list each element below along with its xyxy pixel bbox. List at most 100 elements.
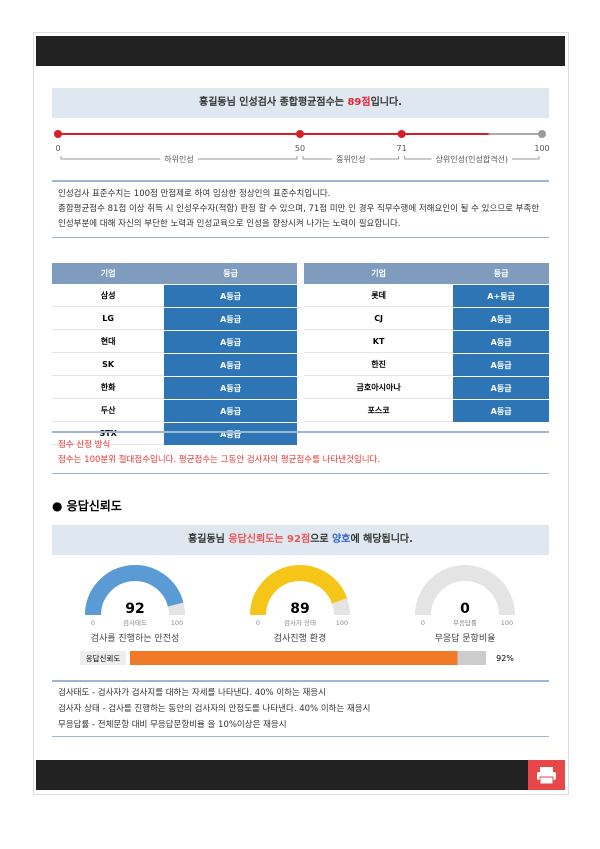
company-cell: STX	[52, 423, 165, 445]
company-cell: 롯데	[304, 285, 454, 307]
gauge-value: 0	[460, 601, 470, 617]
bar-label: 응답신뢰도	[86, 653, 121, 663]
row: SK A등급	[52, 354, 297, 376]
print-icon	[537, 767, 556, 785]
bar	[130, 651, 458, 665]
text: 응답신뢰도는 92점	[228, 534, 311, 545]
row: STX A등급	[52, 423, 297, 445]
company-cell: 현대	[52, 331, 165, 353]
grade-cell: A등급	[453, 354, 549, 376]
gauge-arc	[85, 565, 184, 616]
gauge-value: 89	[290, 601, 309, 617]
scale: 0 50 71 100 하위인성 중위인성 상위인성(인성합격선)	[54, 130, 550, 164]
header-row: 기업 등급	[304, 263, 549, 284]
header-cell: 기업	[52, 263, 165, 284]
segment-label: 중위인성	[336, 154, 365, 164]
gauge-min: 0	[91, 619, 95, 627]
text: 응답신뢰도	[66, 499, 122, 513]
grade-cell: A등급	[453, 331, 549, 353]
segment-label: 상위인성(인성합격선)	[436, 154, 508, 164]
segment-line	[60, 156, 298, 160]
segment-line	[404, 156, 540, 160]
company-cell: LG	[52, 308, 165, 330]
paragraph: 종합평균점수 81점 이상 취득 시 인성우수자(적합) 판정 할 수 있으며,…	[58, 204, 540, 229]
gauge-sub: 무응답률	[453, 619, 477, 627]
gauge-max: 100	[171, 619, 183, 627]
grade-cell: A등급	[164, 308, 297, 330]
gauge-min: 0	[421, 619, 425, 627]
row: 금호아시아나 A등급	[304, 377, 549, 399]
row: 두산 A등급	[52, 400, 297, 422]
grade-cell: A등급	[164, 423, 297, 445]
gauge-sub: 검사태도	[123, 618, 147, 627]
grade-cell: A+등급	[453, 285, 549, 307]
tick-label: 71	[397, 144, 407, 153]
line: 검사자 상태 - 검사를 진행하는 동안의 검사자의 안정도를 나타낸다. 40…	[58, 704, 371, 714]
gauge-arc	[250, 565, 348, 616]
note-text: 점수는 100분위 절대점수입니다. 평균점수는 그동안 검사자의 평균점수를 …	[58, 455, 381, 465]
section-title: ● 응답신뢰도	[52, 499, 122, 513]
text: 양호	[332, 534, 351, 545]
bar-value: 92%	[496, 654, 514, 663]
print-button[interactable]	[528, 760, 565, 790]
line: 무응답률 - 전체문항 대비 무응답문항비율 을 10%이상은 재응시	[58, 720, 287, 730]
grade-cell: A등급	[164, 285, 297, 307]
line: 검사태도 - 검사자가 검사지를 대하는 자세를 나타낸다. 40% 이하는 재…	[58, 688, 326, 698]
grade-cell: A등급	[453, 400, 549, 422]
top-bar	[36, 36, 565, 66]
notes: 검사태도 - 검사자가 검사지를 대하는 자세를 나타낸다. 40% 이하는 재…	[52, 680, 549, 737]
company-cell: SK	[52, 354, 165, 376]
company-cell: 한화	[52, 377, 165, 399]
gauge-value: 92	[125, 601, 144, 617]
text: 홍길동님	[188, 534, 225, 545]
tick-dot	[538, 130, 546, 138]
tick-label: 0	[55, 144, 60, 153]
table: 기업 등급 롯데 A+등급 CJ A등급 KT A등급 한진 A등급 금호아시아나 A등급 포스코 A등급	[304, 262, 549, 423]
company-cell: 포스코	[304, 400, 454, 422]
gauge-min: 0	[256, 619, 260, 627]
gauge-label: 무응답 문항비율	[435, 632, 496, 644]
summary: 홍길동님 인성검사 종합평균점수는 89점입니다.	[52, 88, 549, 118]
bottom-bar	[36, 760, 565, 790]
row: 포스코 A등급	[304, 400, 549, 422]
row: LG A등급	[52, 308, 297, 330]
company-cell: CJ	[304, 308, 454, 330]
grade-cell: A등급	[164, 354, 297, 376]
gauge-sub: 검사자 상태	[284, 618, 316, 627]
grade-cell: A등급	[164, 331, 297, 353]
header-cell: 기업	[304, 263, 454, 284]
reliability-summary: 홍길동님 응답신뢰도는 92점으로 양호에 해당됩니다.	[52, 525, 549, 555]
note-title: 점수 산정 방식	[58, 440, 111, 450]
company-cell: 금호아시아나	[304, 377, 454, 399]
grade-cell: A등급	[453, 308, 549, 330]
gauge-max: 100	[501, 619, 513, 627]
text: 입니다.	[370, 97, 402, 108]
tick-dot	[54, 130, 62, 138]
row: 현대 A등급	[52, 331, 297, 353]
row: 한화 A등급	[52, 377, 297, 399]
header-cell: 등급	[453, 263, 549, 284]
company-cell: KT	[304, 331, 454, 353]
paragraph: 인성검사 표준수치는 100점 만점제로 하여 임상한 정상인의 표준수치입니다…	[58, 189, 331, 199]
tick-label: 100	[534, 144, 549, 153]
row: CJ A등급	[304, 308, 549, 330]
company-cell: 두산	[52, 400, 165, 422]
table: 기업 등급 삼성 A등급 LG A등급 현대 A등급 SK A등급 한화 A등급 두산 A등급 STX A등급	[52, 262, 297, 446]
gauge-label: 검사진행 환경	[274, 632, 327, 644]
company-cell: 삼성	[52, 285, 165, 307]
description: 인성검사 표준수치는 100점 만점제로 하여 임상한 정상인의 표준수치입니다…	[52, 180, 549, 238]
row: 삼성 A등급	[52, 285, 297, 307]
tick-dot	[397, 130, 406, 138]
gauge-track	[415, 565, 515, 616]
row: 롯데 A+등급	[304, 285, 549, 307]
text: 으로	[310, 534, 329, 545]
frame	[33, 32, 569, 795]
grade-cell: A등급	[164, 377, 297, 399]
gauge-label: 검사를 진행하는 안전성	[91, 632, 180, 644]
tick-dot	[296, 130, 304, 138]
header-row: 기업 등급	[52, 263, 297, 284]
bar-label-bg	[80, 651, 126, 665]
